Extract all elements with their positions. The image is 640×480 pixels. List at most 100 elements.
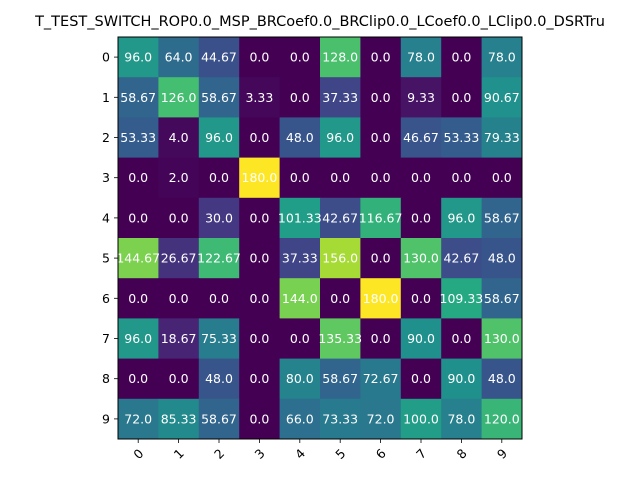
heatmap-cell [118, 157, 159, 199]
heatmap-cell [158, 358, 200, 400]
heatmap-cell [239, 197, 281, 239]
heatmap-cell [400, 278, 442, 319]
y-tick-label: 7 [102, 331, 110, 346]
cell-value-label: 37.33 [322, 90, 358, 105]
heatmap-cell [239, 117, 281, 159]
heatmap-cell [279, 117, 321, 159]
cell-value-label: 116.67 [359, 210, 403, 225]
x-tick-label: 2 [211, 446, 227, 462]
heatmap-cell [360, 117, 402, 159]
cell-value-label: 46.67 [403, 130, 439, 145]
heatmap-cell [198, 157, 240, 199]
cell-value-label: 0.0 [411, 371, 431, 386]
heatmap-cell [118, 398, 159, 440]
cell-value-label: 78.0 [488, 50, 516, 65]
heatmap-cell [239, 37, 281, 78]
cell-value-label: 0.0 [128, 291, 148, 306]
heatmap-cell [441, 197, 483, 239]
heatmap-cell [279, 77, 321, 118]
heatmap-cell [239, 398, 281, 440]
cell-value-label: 48.0 [286, 130, 314, 145]
y-tick-label: 9 [102, 411, 110, 426]
cell-value-label: 0.0 [209, 170, 229, 185]
heatmap-cell [400, 197, 442, 239]
heatmap-cell [320, 37, 361, 78]
x-tick-label: 0 [130, 446, 146, 462]
heatmap-cell [481, 398, 523, 440]
cell-value-label: 90.67 [484, 90, 520, 105]
cell-value-label: 78.0 [407, 50, 435, 65]
cell-value-label: 0.0 [371, 331, 391, 346]
heatmap-cell [158, 197, 200, 239]
heatmap-cell [239, 238, 281, 279]
heatmap-cell [481, 37, 523, 78]
heatmap-cell [198, 238, 240, 279]
y-tick-label: 3 [102, 170, 110, 185]
heatmap-cell [360, 318, 402, 360]
cell-value-label: 53.33 [444, 130, 480, 145]
heatmap-cell [481, 278, 523, 319]
cell-value-label: 42.67 [322, 210, 358, 225]
cell-value-label: 90.0 [407, 331, 435, 346]
cell-value-label: 144.67 [116, 251, 160, 266]
x-tick-label: 5 [332, 446, 348, 462]
cell-value-label: 0.0 [128, 371, 148, 386]
cell-value-label: 90.0 [447, 371, 475, 386]
heatmap-cell [481, 157, 523, 199]
heatmap-cell [360, 157, 402, 199]
heatmap-cells [118, 37, 523, 440]
heatmap-cell [441, 157, 483, 199]
cell-value-label: 109.33 [440, 291, 484, 306]
heatmap-cell [118, 197, 159, 239]
heatmap-cell [400, 238, 442, 279]
heatmap-cell [320, 278, 361, 319]
heatmap-cell [481, 117, 523, 159]
x-tick-label: 8 [453, 446, 469, 462]
cell-value-label: 0.0 [371, 170, 391, 185]
heatmap-cell [320, 238, 361, 279]
heatmap-cell [239, 318, 281, 360]
heatmap-cell [360, 197, 402, 239]
heatmap-cell [198, 398, 240, 440]
cell-value-label: 0.0 [290, 90, 310, 105]
heatmap-cell [360, 238, 402, 279]
heatmap-cell [158, 318, 200, 360]
heatmap-cell [118, 318, 159, 360]
cell-value-label: 80.0 [286, 371, 314, 386]
x-tick-label: 4 [292, 446, 308, 462]
cell-value-label: 72.67 [363, 371, 399, 386]
heatmap-cell [279, 278, 321, 319]
cell-value-label: 48.0 [488, 371, 516, 386]
heatmap-cell [320, 77, 361, 118]
heatmap-cell-labels: 96.0 64.0 44.67 0.0 0.0 128.0 0.0 78.0 0.0 78.0 58… [116, 50, 519, 427]
cell-value-label: 0.0 [249, 251, 269, 266]
heatmap-cell [360, 358, 402, 400]
heatmap-cell [441, 398, 483, 440]
x-tick-label: 7 [413, 446, 429, 462]
cell-value-label: 58.67 [484, 210, 520, 225]
cell-value-label: 85.33 [161, 411, 197, 426]
cell-value-label: 0.0 [451, 50, 471, 65]
cell-value-label: 4.0 [169, 130, 189, 145]
cell-value-label: 0.0 [371, 251, 391, 266]
x-tick-label: 1 [171, 446, 187, 462]
heatmap-cell [481, 77, 523, 118]
heatmap-cell [279, 318, 321, 360]
heatmap-cell [198, 117, 240, 159]
cell-value-label: 0.0 [451, 90, 471, 105]
heatmap-cell [158, 278, 200, 319]
cell-value-label: 0.0 [290, 331, 310, 346]
cell-value-label: 96.0 [447, 210, 475, 225]
cell-value-label: 0.0 [411, 170, 431, 185]
cell-value-label: 0.0 [451, 331, 471, 346]
heatmap-cell [279, 37, 321, 78]
y-tick-label: 4 [102, 210, 110, 225]
cell-value-label: 53.33 [120, 130, 156, 145]
heatmap-cell [441, 278, 483, 319]
cell-value-label: 130.0 [484, 331, 520, 346]
heatmap-cell [441, 37, 483, 78]
cell-value-label: 0.0 [290, 50, 310, 65]
cell-value-label: 18.67 [161, 331, 197, 346]
cell-value-label: 0.0 [249, 50, 269, 65]
